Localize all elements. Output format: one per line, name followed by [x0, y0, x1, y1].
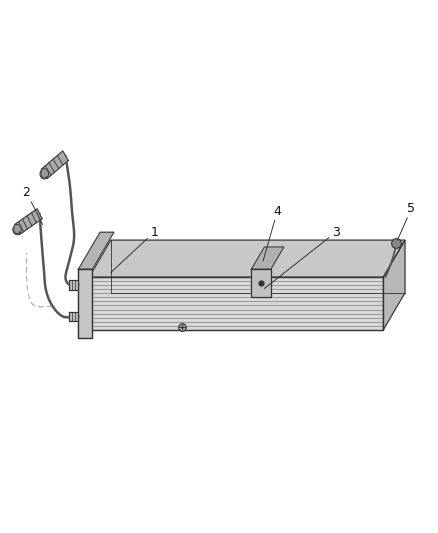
Polygon shape: [251, 247, 284, 269]
Text: 4: 4: [263, 205, 281, 261]
Polygon shape: [15, 209, 42, 235]
Polygon shape: [69, 312, 78, 321]
Circle shape: [40, 168, 49, 179]
Polygon shape: [78, 269, 92, 338]
Text: 5: 5: [397, 202, 415, 240]
Polygon shape: [42, 151, 68, 179]
Polygon shape: [89, 277, 383, 330]
Polygon shape: [89, 240, 405, 277]
Text: 1: 1: [111, 225, 158, 272]
Circle shape: [13, 224, 21, 235]
Text: 2: 2: [23, 186, 42, 224]
Polygon shape: [78, 232, 114, 269]
Polygon shape: [251, 269, 271, 296]
Polygon shape: [383, 240, 405, 330]
Polygon shape: [69, 280, 78, 290]
Text: 3: 3: [265, 225, 340, 288]
